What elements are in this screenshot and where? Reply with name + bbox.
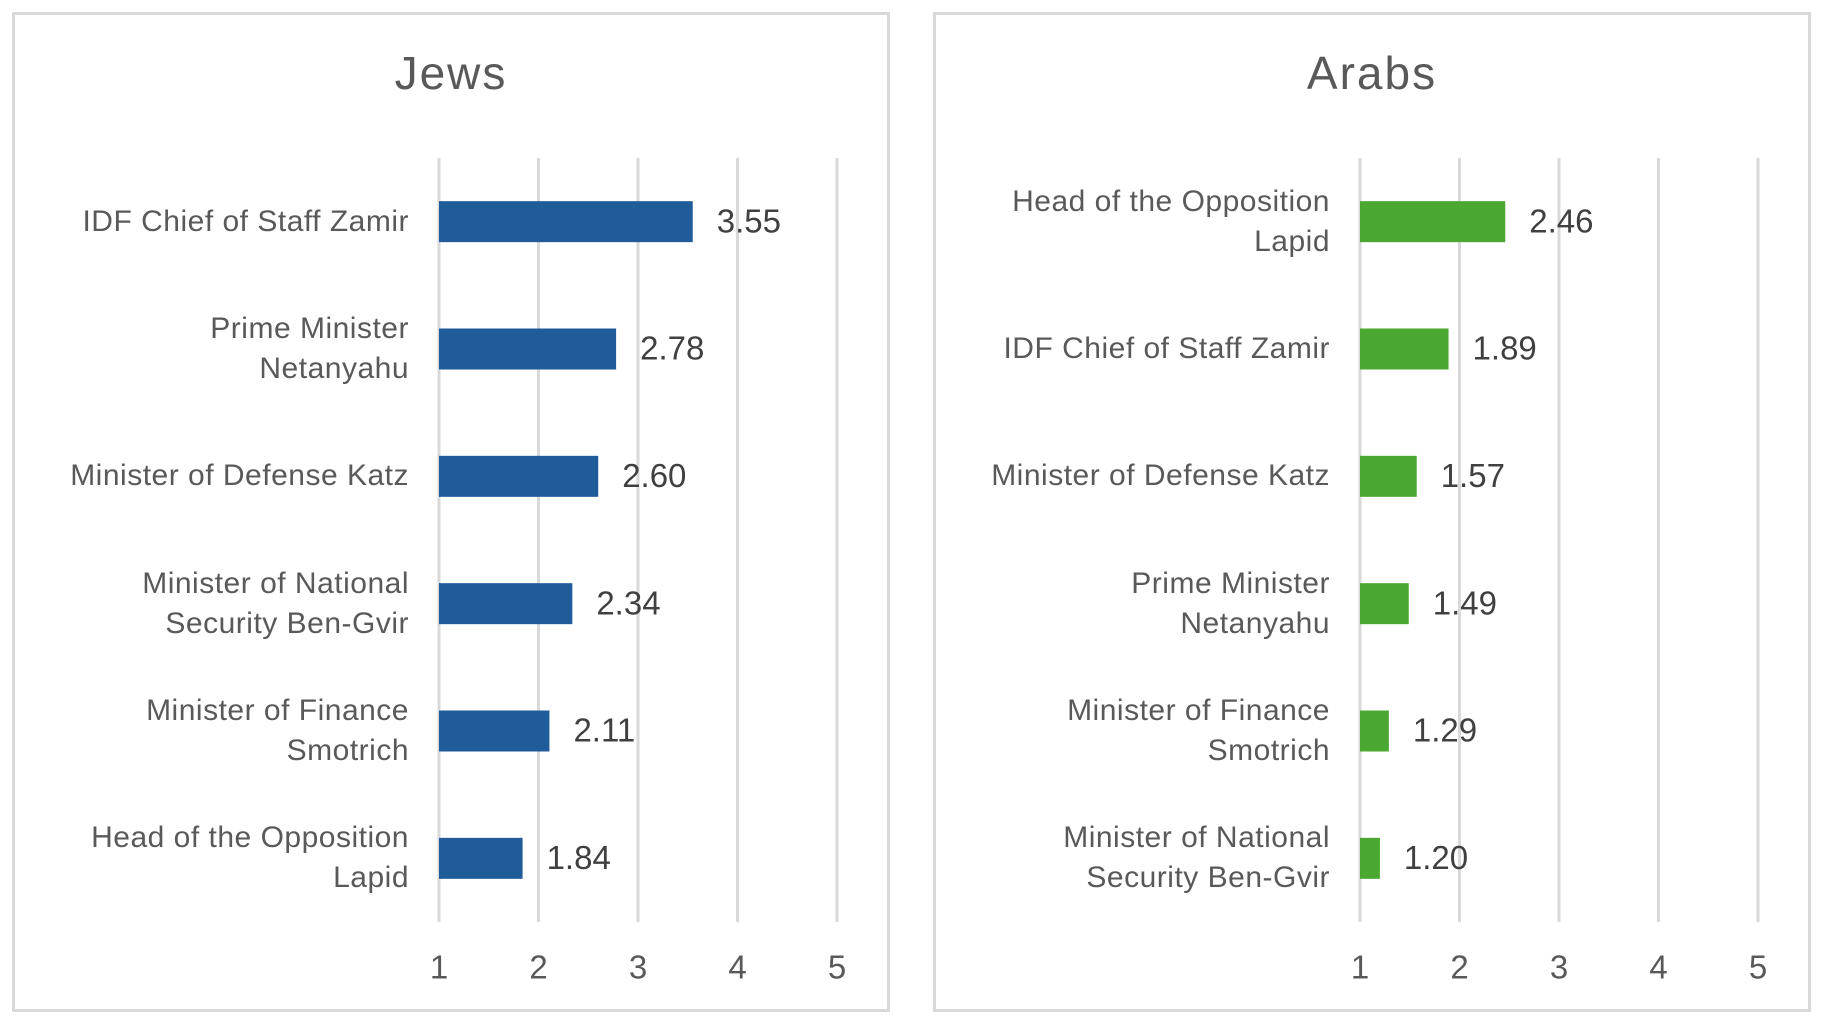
- data-label: 1.57: [1441, 457, 1505, 494]
- x-tick-label: 2: [1450, 949, 1468, 986]
- bar: [439, 583, 573, 625]
- data-label: 1.49: [1433, 584, 1497, 621]
- data-label: 1.89: [1473, 330, 1537, 367]
- category-label: Minister of Defense Katz: [991, 459, 1330, 493]
- bar: [1360, 201, 1506, 243]
- data-label: 1.20: [1404, 839, 1468, 876]
- x-tick-label: 5: [1749, 949, 1767, 986]
- x-tick-label: 1: [1351, 949, 1369, 986]
- x-tick-label: 5: [828, 949, 846, 986]
- category-label: IDF Chief of Staff Zamir: [1003, 332, 1330, 365]
- chart-title: Jews: [395, 47, 508, 99]
- data-label: 1.29: [1413, 712, 1477, 749]
- bar: [1360, 837, 1380, 879]
- chart: Arabs 1 2 3 4 5 2.46 1.89 1.57 1.49 1.29 1.20: [1307, 47, 1767, 986]
- bar: [439, 710, 550, 752]
- category-label: Head of the Opposition Lapid: [1012, 184, 1330, 258]
- x-tick-label: 1: [430, 949, 448, 986]
- bar: [439, 328, 617, 370]
- data-label: 2.78: [640, 330, 704, 367]
- chart-panel: Jews 1 2 3 4 5 3.55 2.78 2.60 2.34 2.11 1.84 IDF Chi…: [12, 12, 890, 1012]
- chart-panel: Arabs 1 2 3 4 5 2.46 1.89 1.57 1.49 1.29 1.20 Head o…: [933, 12, 1811, 1012]
- category-label: Prime Minister Netanyahu: [210, 312, 409, 385]
- bar: [1360, 583, 1409, 625]
- bar: [439, 201, 693, 243]
- data-label: 3.55: [717, 202, 781, 239]
- chart-title: Arabs: [1307, 47, 1437, 99]
- bar: [439, 837, 523, 879]
- data-label: 2.34: [596, 584, 660, 621]
- chart: Jews 1 2 3 4 5 3.55 2.78 2.60 2.34 2.11 1.84: [395, 47, 847, 986]
- bar: [1360, 710, 1389, 752]
- category-label: Minister of Finance Smotrich: [1067, 694, 1330, 767]
- category-label: Head of the Opposition Lapid: [91, 821, 409, 895]
- data-label: 2.46: [1529, 202, 1593, 239]
- category-label: IDF Chief of Staff Zamir: [82, 204, 409, 238]
- category-label: Prime Minister Netanyahu: [1131, 566, 1330, 640]
- data-label: 2.60: [622, 457, 686, 494]
- x-tick-label: 4: [728, 949, 746, 986]
- bar: [1360, 328, 1449, 370]
- data-label: 2.11: [573, 712, 635, 749]
- x-tick-label: 4: [1649, 949, 1667, 986]
- category-label: Minister of Defense Katz: [70, 459, 409, 493]
- data-label: 1.84: [547, 839, 611, 876]
- x-tick-label: 2: [529, 949, 547, 986]
- category-label: Minister of National Security Ben-Gvir: [1063, 821, 1330, 895]
- x-tick-label: 3: [629, 949, 647, 986]
- bar: [1360, 455, 1417, 497]
- category-label: Minister of Finance Smotrich: [146, 694, 409, 767]
- x-tick-label: 3: [1550, 949, 1568, 986]
- bar: [439, 455, 599, 497]
- category-label: Minister of National Security Ben-Gvir: [142, 566, 409, 640]
